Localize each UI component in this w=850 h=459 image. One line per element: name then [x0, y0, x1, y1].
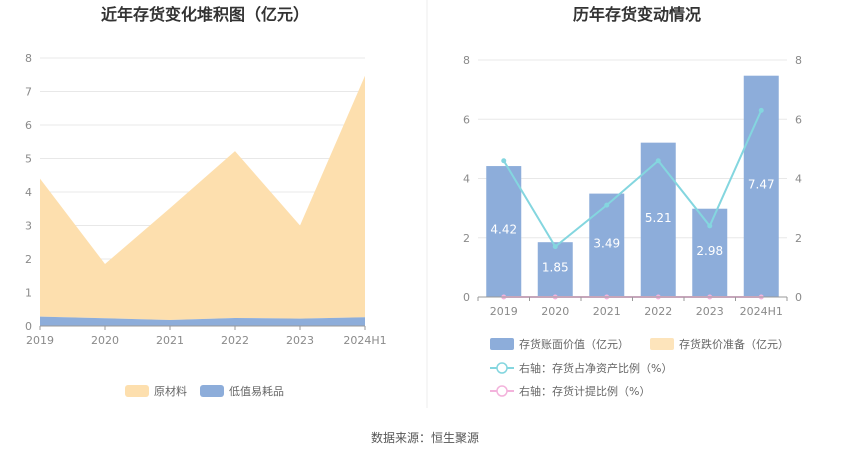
raw-material-area	[40, 75, 365, 320]
area-chart-title: 近年存货变化堆积图（亿元）	[101, 5, 309, 24]
inventory-book-value-bar	[537, 242, 573, 297]
net-asset-ratio-line-point	[758, 107, 764, 113]
area-chart-axes: 0 1 2 3 4 5 6 7 8 2019 2020 2021 2022 2023 2024H1	[25, 52, 387, 347]
bar-value-label: 5.21	[645, 211, 672, 225]
area-y-tick-label: 5	[25, 153, 32, 166]
bar-left-y-tick-label: 6	[463, 113, 470, 126]
legend-book-value-label: 存货账面价值（亿元）	[519, 337, 629, 351]
legend-provision-ratio-label: 右轴：存货计提比例（%）	[519, 384, 650, 398]
bar-left-y-tick-label: 2	[463, 232, 470, 245]
bar-chart-legend[interactable]: 存货账面价值（亿元） 存货跌价准备（亿元） 右轴：存货占净资产比例（%） 右轴：存货计…	[490, 337, 789, 398]
area-x-tick-label: 2024H1	[343, 334, 386, 347]
bar-chart-bars: 4.42 1.85 3.49 5.21 2.98 7.47	[486, 75, 779, 297]
bar-right-y-tick-label: 4	[795, 173, 802, 186]
inventory-book-value-bar	[640, 142, 676, 297]
bar-value-label: 1.85	[542, 261, 569, 275]
bar-x-tick-label: 2023	[696, 305, 724, 318]
area-x-tick-label: 2021	[156, 334, 184, 347]
bar-right-y-tick-label: 2	[795, 232, 802, 245]
bar-right-y-tick-label: 8	[795, 54, 802, 67]
net-asset-ratio-line-point	[552, 244, 558, 250]
inventory-bar-chart: 历年存货变动情况 4.421.853.495.212.987.47 024680…	[463, 5, 802, 398]
net-asset-ratio-line-point	[604, 202, 610, 208]
bar-left-y-tick-label: 0	[463, 291, 470, 304]
bar-left-y-tick-label: 8	[463, 54, 470, 67]
legend-impairment-swatch	[650, 338, 674, 350]
net-asset-ratio-line-point	[655, 158, 661, 164]
legend-low-value-label: 低值易耗品	[229, 385, 284, 398]
bar-right-y-tick-label: 6	[795, 113, 802, 126]
legend-book-value-swatch	[490, 338, 514, 350]
bar-chart-title: 历年存货变动情况	[573, 5, 701, 24]
area-y-tick-label: 7	[25, 86, 32, 99]
area-x-tick-label: 2022	[221, 334, 249, 347]
legend-net-asset-ratio-label: 右轴：存货占净资产比例（%）	[519, 361, 672, 375]
area-x-tick-label: 2020	[91, 334, 119, 347]
net-asset-ratio-line	[502, 109, 763, 249]
bar-x-tick-label: 2020	[541, 305, 569, 318]
bar-x-tick-label: 2024H1	[740, 305, 783, 318]
area-y-tick-label: 0	[25, 320, 32, 333]
net-asset-ratio-line-point	[707, 223, 713, 229]
legend-low-value-swatch	[200, 385, 224, 397]
bar-left-y-tick-label: 4	[463, 173, 470, 186]
legend-raw-material-label: 原材料	[154, 384, 187, 398]
stacked-area-chart: 近年存货变化堆积图（亿元） 0 1 2 3 4 5 6 7 8 2019 2020 2021 2022 2…	[25, 5, 387, 398]
data-source: 数据来源：恒生聚源	[371, 430, 479, 445]
inventory-book-value-bar	[486, 166, 522, 297]
net-asset-ratio-line-point	[501, 158, 507, 164]
inventory-book-value-bar	[589, 193, 625, 297]
area-y-tick-label: 6	[25, 119, 32, 132]
bar-right-y-tick-label: 0	[795, 291, 802, 304]
bar-value-label: 7.47	[748, 177, 775, 191]
legend-net-asset-ratio-marker	[496, 362, 508, 374]
area-y-tick-label: 3	[25, 220, 32, 233]
bar-x-tick-label: 2021	[593, 305, 621, 318]
area-y-tick-label: 1	[25, 287, 32, 300]
area-y-tick-label: 4	[25, 186, 32, 199]
legend-impairment-label: 存货跌价准备（亿元）	[679, 337, 789, 351]
legend-raw-material-swatch	[125, 385, 149, 397]
bar-x-tick-label: 2022	[644, 305, 672, 318]
area-y-tick-label: 8	[25, 52, 32, 65]
bar-chart-axes: 0 2 4 6 8 0 2 4 6 8 2019 2020 2021 2022 2023 2024H1	[463, 54, 802, 318]
area-chart-legend[interactable]: 原材料 低值易耗品	[125, 384, 284, 398]
area-x-tick-label: 2019	[26, 334, 54, 347]
bar-value-label: 2.98	[696, 244, 723, 258]
area-y-tick-label: 2	[25, 253, 32, 266]
area-x-tick-label: 2023	[286, 334, 314, 347]
bar-chart-gridlines	[478, 59, 787, 239]
area-chart-areas	[40, 75, 365, 326]
bar-value-label: 3.49	[593, 236, 620, 250]
bar-x-tick-label: 2019	[490, 305, 518, 318]
legend-provision-ratio-marker	[496, 385, 508, 397]
low-value-consumables-area	[40, 316, 365, 326]
bar-value-label: 4.42	[490, 223, 517, 237]
